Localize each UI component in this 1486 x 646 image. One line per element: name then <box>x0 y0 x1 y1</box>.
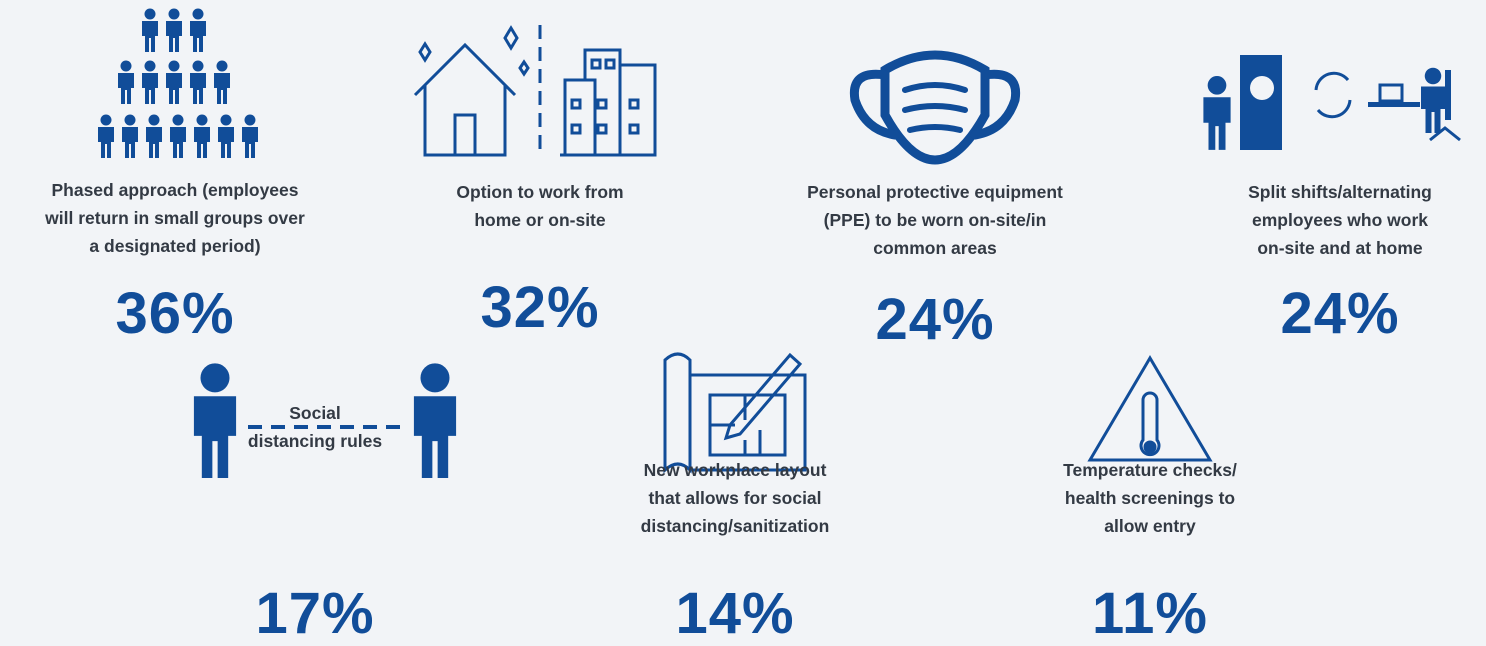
item-label: New workplace layout that allows for soci… <box>555 456 915 540</box>
social-distance-icon <box>193 363 457 478</box>
label-line: Social <box>289 403 341 423</box>
label-line: Option to work from <box>456 182 624 202</box>
mask-icon <box>849 50 1021 165</box>
item-label: Social distancing rules <box>135 399 495 455</box>
label-line: (PPE) to be worn on-site/in <box>823 210 1047 230</box>
item-label: Temperature checks/health screenings to a… <box>970 456 1330 540</box>
item-label: Phased approach (employees will return in… <box>0 176 355 260</box>
split-shift-icon <box>1203 55 1461 150</box>
percent: 17% <box>255 581 375 646</box>
item-label: Personal protective equipment (PPE) to be… <box>755 178 1115 262</box>
blueprint-icon <box>663 352 807 474</box>
label-line: Phased approach (employees <box>51 180 299 200</box>
percent: 32% <box>480 275 600 340</box>
label-line: New workplace layout <box>643 460 827 480</box>
percent: 24% <box>875 287 995 352</box>
label-line: on-site and at home <box>1257 238 1423 258</box>
label-line: a designated period) <box>89 236 261 256</box>
item-label: Split shifts/alternating employees who wo… <box>1160 178 1486 262</box>
label-line: Personal protective equipment <box>807 182 1063 202</box>
label-line: Temperature checks/ <box>1063 460 1237 480</box>
label-line: Split shifts/alternating <box>1248 182 1432 202</box>
label-line: home or on-site <box>474 210 606 230</box>
house-office-icon <box>413 25 657 157</box>
temperature-warning-icon <box>1087 355 1213 462</box>
percent: 11% <box>1092 581 1208 646</box>
label-line: common areas <box>873 238 997 258</box>
people-pyramid-icon <box>98 8 258 158</box>
label-line: distancing rules <box>247 431 383 451</box>
label-line: allow entry <box>1104 516 1196 536</box>
label-line: distancing/sanitization <box>640 516 830 536</box>
label-line: will return in small groups over <box>45 208 305 228</box>
label-line: that allows for social <box>648 488 822 508</box>
percent: 24% <box>1280 281 1400 346</box>
label-line: employees who work <box>1251 210 1429 230</box>
percent: 36% <box>115 281 235 346</box>
label-line: health screenings to <box>1064 488 1236 508</box>
item-label: Option to work from home or on-site <box>360 178 720 234</box>
percent: 14% <box>675 581 795 646</box>
